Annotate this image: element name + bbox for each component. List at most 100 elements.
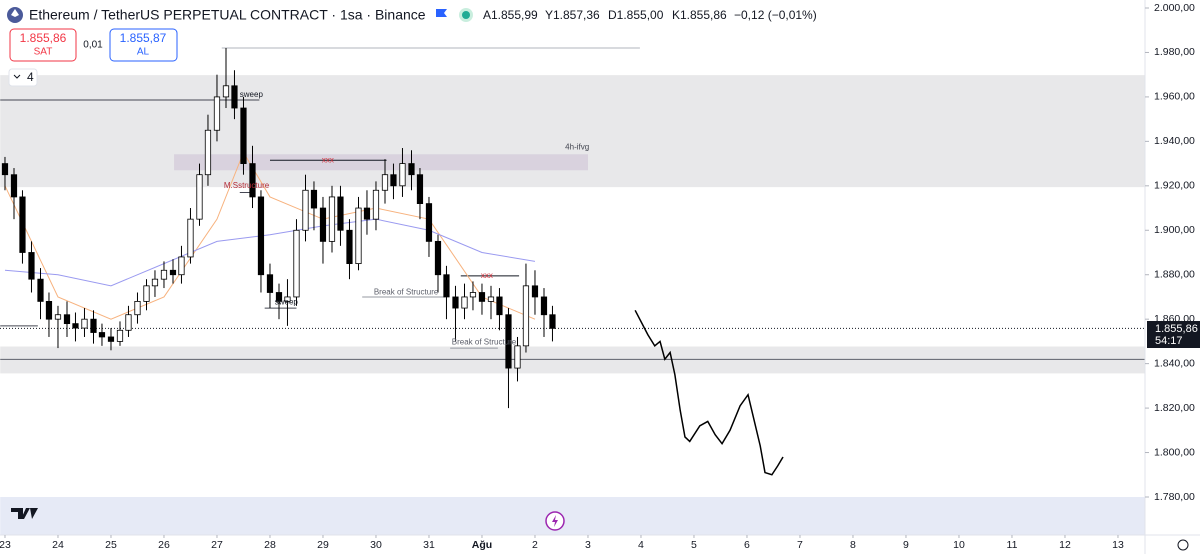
candle-body bbox=[372, 189, 380, 220]
candle-body bbox=[337, 196, 344, 231]
candle-body bbox=[134, 300, 141, 316]
candle-body bbox=[355, 207, 362, 265]
x-tick-label: 30 bbox=[370, 539, 382, 551]
candle-body bbox=[531, 285, 539, 298]
sell-price[interactable]: 1.855,86 bbox=[20, 31, 67, 45]
x-tick-label: 25 bbox=[105, 539, 117, 551]
y-tick-label: 1.980,00 bbox=[1154, 46, 1195, 58]
candle-body bbox=[496, 296, 503, 316]
moving-average bbox=[4, 218, 536, 287]
candle-body bbox=[319, 207, 327, 242]
y-tick-label: 1.940,00 bbox=[1154, 135, 1195, 147]
annotation-label: xxx bbox=[322, 155, 334, 164]
candle-body bbox=[204, 129, 212, 176]
ohlc-open: A1.855,99 bbox=[483, 8, 538, 22]
x-tick-label: 31 bbox=[423, 539, 435, 551]
annotation-label: sweep bbox=[275, 297, 299, 306]
candle-body bbox=[425, 203, 433, 242]
candle-body bbox=[505, 314, 512, 369]
x-tick-label: 8 bbox=[850, 539, 856, 551]
candle-body bbox=[63, 314, 71, 325]
x-tick-label: 11 bbox=[1007, 539, 1018, 551]
candle-body bbox=[222, 85, 230, 98]
zone bbox=[0, 75, 1145, 188]
candle-body bbox=[257, 196, 265, 276]
y-tick-label: 1.900,00 bbox=[1154, 224, 1195, 236]
buy-price[interactable]: 1.855,87 bbox=[120, 31, 167, 45]
zone bbox=[0, 346, 1145, 374]
buy-label[interactable]: AL bbox=[137, 47, 150, 58]
candle-body bbox=[28, 252, 35, 280]
candle-body bbox=[266, 274, 274, 293]
candle-body bbox=[408, 163, 415, 176]
candle-body bbox=[302, 189, 309, 231]
x-tick-label: 27 bbox=[211, 539, 223, 551]
y-tick-label: 1.800,00 bbox=[1154, 446, 1195, 458]
x-tick-label: 13 bbox=[1112, 539, 1124, 551]
x-tick-label: 24 bbox=[52, 539, 64, 551]
y-tick-label: 1.920,00 bbox=[1154, 180, 1195, 192]
zone bbox=[0, 496, 1145, 535]
candle-body bbox=[160, 269, 168, 280]
x-tick-label: 7 bbox=[797, 539, 803, 551]
candle-body bbox=[452, 296, 459, 309]
x-tick-label: 5 bbox=[691, 539, 697, 551]
candle-body bbox=[249, 163, 256, 198]
ohlc-high: Y1.857,36 bbox=[545, 8, 600, 22]
forecast-path bbox=[634, 309, 784, 476]
indicator-count[interactable]: 4 bbox=[27, 70, 34, 84]
indicator-toggle[interactable] bbox=[8, 68, 38, 87]
candle-body bbox=[363, 207, 371, 220]
buy-button[interactable] bbox=[109, 28, 178, 62]
annotation-label: Break of Structure bbox=[452, 338, 517, 347]
candle-body bbox=[390, 174, 397, 187]
spread: 0,01 bbox=[83, 40, 103, 51]
tradingview-logo[interactable] bbox=[11, 508, 38, 519]
candle-body bbox=[72, 323, 79, 329]
candle-body bbox=[98, 332, 106, 338]
candle-body bbox=[399, 163, 406, 187]
candle-body bbox=[522, 285, 530, 347]
x-tick-label: 6 bbox=[744, 539, 750, 551]
x-tick-label: Ağu bbox=[472, 539, 492, 551]
candle-body bbox=[151, 278, 159, 287]
candle-body bbox=[90, 318, 97, 333]
x-tick-label: 10 bbox=[953, 539, 965, 551]
annotation-label: xxx bbox=[481, 271, 493, 280]
ohlc-change: −0,12 (−0,01%) bbox=[734, 8, 817, 22]
x-tick-label: 9 bbox=[903, 539, 909, 551]
sell-button[interactable] bbox=[9, 28, 77, 62]
x-tick-label: 26 bbox=[158, 539, 170, 551]
x-tick-label: 4 bbox=[638, 539, 644, 551]
candle-body bbox=[10, 174, 18, 198]
candle-body bbox=[45, 300, 53, 320]
candle-body bbox=[240, 107, 247, 164]
eth-glyph bbox=[11, 9, 19, 17]
candle-body bbox=[37, 278, 44, 302]
candle-body bbox=[487, 296, 495, 302]
flag-icon[interactable] bbox=[436, 9, 447, 17]
candle-body bbox=[169, 269, 177, 276]
candle-body bbox=[549, 314, 556, 329]
annotation-label: M.Sstructure bbox=[224, 181, 270, 190]
price-tag-value: 1.855,86 bbox=[1155, 323, 1198, 335]
x-tick-label: 28 bbox=[264, 539, 276, 551]
candle-body bbox=[107, 336, 115, 342]
symbol-title[interactable]: Ethereum / TetherUS PERPETUAL CONTRACT ·… bbox=[29, 7, 426, 23]
x-tick-label: 12 bbox=[1059, 539, 1071, 551]
settings-icon[interactable] bbox=[1177, 539, 1189, 551]
x-tick-label: 29 bbox=[317, 539, 329, 551]
candle-body bbox=[213, 96, 221, 131]
candle-body bbox=[284, 296, 291, 302]
candle-body bbox=[381, 174, 389, 191]
candle-body bbox=[19, 196, 26, 253]
annotation-label: Break of Structure bbox=[374, 288, 439, 297]
x-tick-label: 3 bbox=[585, 539, 591, 551]
sell-label[interactable]: SAT bbox=[34, 47, 53, 58]
candle-body bbox=[514, 345, 521, 369]
candle-body bbox=[461, 296, 468, 309]
y-tick-label: 1.960,00 bbox=[1154, 91, 1195, 103]
candle-body bbox=[116, 329, 124, 342]
candle-body bbox=[416, 174, 424, 204]
